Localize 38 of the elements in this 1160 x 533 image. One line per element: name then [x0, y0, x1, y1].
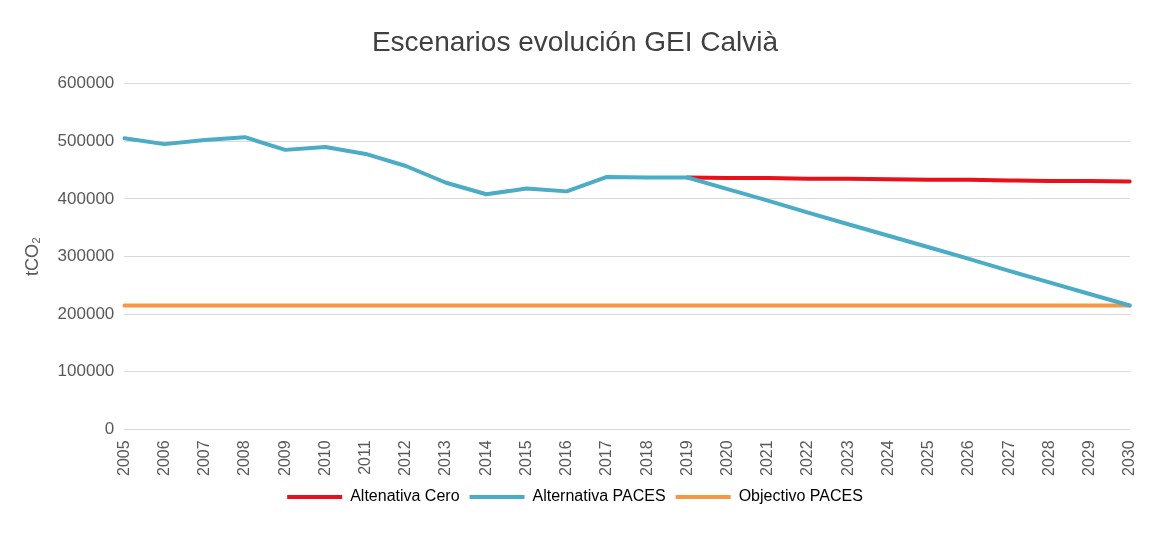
- x-tick-label: 2021: [758, 440, 776, 476]
- y-tick-label: 0: [104, 419, 115, 439]
- x-tick-label: 2018: [637, 440, 655, 476]
- x-tick-label: 2014: [476, 440, 494, 476]
- x-tick-label: 2023: [838, 440, 856, 476]
- y-tick-label: 600000: [57, 73, 115, 93]
- x-tick-label: 2013: [436, 440, 454, 476]
- y-tick-label: 300000: [57, 246, 115, 266]
- x-tick-label: 2024: [878, 440, 896, 476]
- x-tick-label: 2009: [275, 440, 293, 476]
- x-tick-label: 2025: [919, 440, 937, 476]
- x-tick-label: 2019: [677, 440, 695, 476]
- x-tick-label: 2012: [396, 440, 414, 476]
- x-tick-label: 2005: [114, 440, 132, 476]
- x-tick-label: 2017: [597, 440, 615, 476]
- x-tick-label: 2007: [195, 440, 213, 476]
- y-tick-label: 200000: [57, 303, 115, 323]
- x-tick-label: 2030: [1120, 440, 1138, 476]
- y-tick-label: 100000: [57, 361, 115, 381]
- chart-title: Escenarios evolución GEI Calvià: [371, 25, 779, 57]
- x-tick-label: 2028: [1039, 440, 1057, 476]
- x-tick-label: 2015: [516, 440, 534, 476]
- x-tick-label: 2016: [557, 440, 575, 476]
- x-tick-label: 2020: [718, 440, 736, 476]
- x-tick-label: 2026: [959, 440, 977, 476]
- legend-label: Alternativa PACES: [532, 487, 666, 505]
- legend-label: Altenativa Cero: [350, 487, 460, 505]
- y-tick-label: 500000: [57, 130, 115, 150]
- x-tick-label: 2022: [798, 440, 816, 476]
- y-tick-label: 400000: [57, 188, 115, 208]
- x-tick-label: 2010: [315, 440, 333, 476]
- x-tick-label: 2008: [235, 440, 253, 476]
- x-tick-label: 2029: [1079, 440, 1097, 476]
- x-tick-label: 2011: [356, 440, 374, 475]
- legend-label: Objectivo PACES: [738, 487, 863, 505]
- y-axis-title: tCO₂: [21, 237, 42, 276]
- x-tick-label: 2027: [999, 440, 1017, 476]
- x-tick-label: 2006: [154, 440, 172, 476]
